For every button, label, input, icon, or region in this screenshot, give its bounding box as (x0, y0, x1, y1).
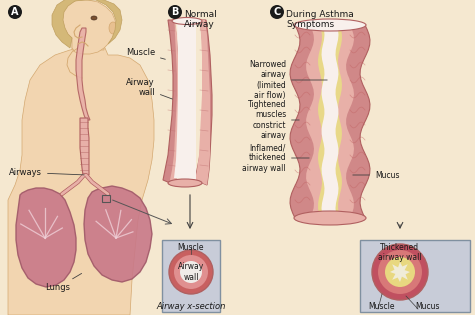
Text: Airway
wall: Airway wall (126, 77, 172, 99)
Text: Tightened
muscles
constrict
airway: Tightened muscles constrict airway (247, 100, 299, 140)
Text: Mucus: Mucus (353, 170, 399, 180)
Text: Muscle: Muscle (178, 243, 204, 252)
Polygon shape (322, 25, 339, 218)
Polygon shape (195, 20, 210, 185)
Polygon shape (72, 30, 104, 50)
Ellipse shape (168, 179, 202, 187)
Ellipse shape (91, 16, 97, 20)
Polygon shape (306, 25, 354, 218)
Ellipse shape (385, 257, 415, 287)
Text: Muscle: Muscle (368, 302, 395, 311)
Polygon shape (8, 40, 154, 315)
Polygon shape (76, 28, 90, 120)
Ellipse shape (294, 211, 366, 225)
Polygon shape (290, 25, 370, 218)
FancyBboxPatch shape (360, 240, 470, 312)
Text: Lungs: Lungs (46, 273, 82, 292)
Polygon shape (163, 20, 180, 185)
Polygon shape (52, 0, 122, 48)
Polygon shape (390, 262, 410, 282)
Polygon shape (16, 188, 76, 287)
Ellipse shape (174, 255, 208, 289)
Polygon shape (170, 20, 180, 185)
Text: Muscle: Muscle (126, 48, 165, 59)
Polygon shape (62, 0, 116, 54)
Text: Normal
Airway: Normal Airway (184, 10, 217, 29)
Text: C: C (274, 7, 281, 17)
Ellipse shape (270, 5, 284, 19)
Ellipse shape (8, 5, 22, 19)
Polygon shape (174, 22, 196, 180)
Text: Airway
wall: Airway wall (178, 262, 204, 282)
Text: Mucus: Mucus (415, 302, 439, 311)
Ellipse shape (378, 250, 422, 294)
Text: Narrowed
airway
(limited
air flow): Narrowed airway (limited air flow) (249, 60, 327, 100)
Text: B: B (171, 7, 179, 17)
Polygon shape (195, 20, 212, 185)
Text: Airways: Airways (9, 168, 84, 177)
Text: A: A (11, 7, 19, 17)
Text: Thickened
airway wall: Thickened airway wall (378, 243, 422, 262)
FancyBboxPatch shape (162, 240, 220, 312)
Ellipse shape (180, 261, 202, 283)
Polygon shape (80, 118, 89, 175)
Text: Inflamed/
thickened
airway wall: Inflamed/ thickened airway wall (242, 143, 309, 173)
Polygon shape (84, 186, 152, 282)
Text: Airway x-section: Airway x-section (156, 302, 226, 311)
Text: During Asthma
Symptoms: During Asthma Symptoms (286, 10, 354, 29)
Ellipse shape (168, 5, 182, 19)
Ellipse shape (294, 19, 366, 31)
Polygon shape (318, 25, 342, 218)
Ellipse shape (172, 18, 202, 25)
Ellipse shape (169, 250, 213, 294)
Ellipse shape (109, 22, 117, 34)
Ellipse shape (372, 244, 428, 300)
